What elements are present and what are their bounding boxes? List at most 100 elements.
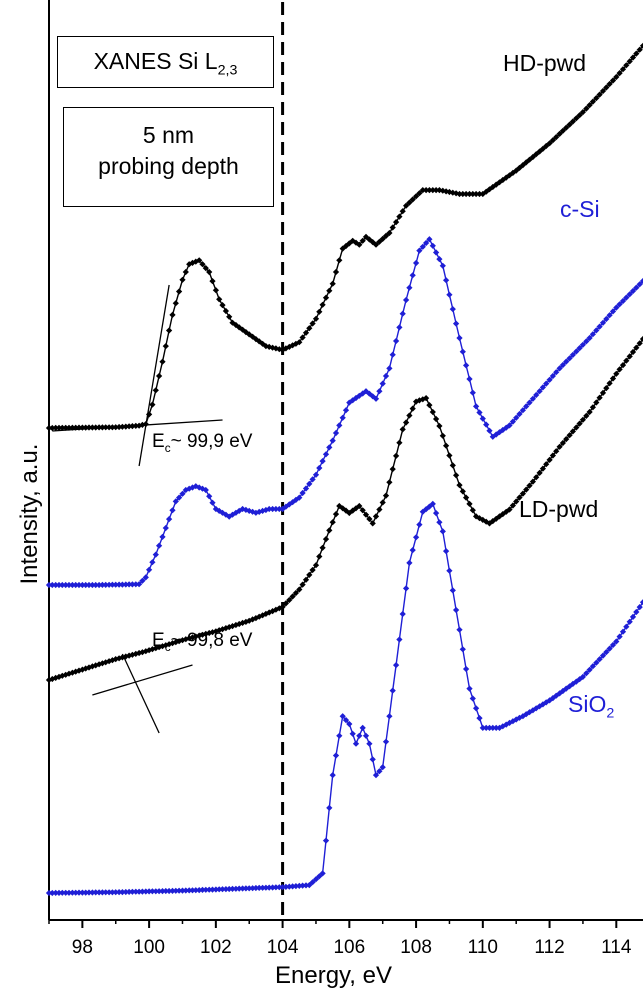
data-point [546, 376, 553, 383]
data-point [432, 186, 440, 194]
data-point [469, 695, 476, 702]
data-point [336, 732, 343, 739]
data-point [326, 804, 333, 812]
technique-subscript: 2,3 [217, 62, 238, 79]
data-point [376, 506, 383, 513]
data-point [276, 505, 283, 513]
data-point [626, 618, 633, 625]
data-point [115, 581, 123, 588]
data-point [312, 315, 320, 322]
data-point [206, 493, 213, 500]
data-point [316, 553, 323, 560]
data-point [219, 301, 226, 309]
data-point [402, 585, 410, 592]
data-point [209, 277, 216, 285]
data-point [239, 885, 246, 892]
data-point [466, 500, 473, 508]
data-point [439, 262, 446, 269]
data-point [599, 652, 607, 659]
data-point [329, 519, 336, 526]
data-point [312, 562, 320, 569]
data-point [299, 334, 306, 341]
data-point [629, 613, 637, 621]
data-point [523, 403, 530, 410]
data-point [623, 623, 630, 630]
data-point [439, 528, 446, 535]
data-point [599, 319, 607, 326]
data-point [446, 567, 453, 574]
data-point [436, 422, 443, 430]
data-point [452, 320, 460, 327]
data-point [429, 242, 436, 249]
data-point [342, 407, 350, 414]
data-point [566, 355, 573, 362]
data-point [159, 358, 166, 365]
data-point [422, 394, 430, 402]
data-point [409, 272, 416, 279]
data-point [322, 294, 330, 301]
data-point [469, 507, 476, 514]
data-point [392, 452, 400, 460]
edge-tangent-ld [121, 653, 160, 734]
data-point [416, 247, 423, 254]
data-point [513, 414, 520, 421]
data-point [339, 713, 346, 720]
data-point [462, 665, 470, 673]
data-point [402, 296, 410, 304]
data-point [172, 300, 179, 307]
data-point [386, 365, 393, 372]
data-point [596, 91, 603, 98]
data-point [296, 339, 303, 346]
data-point [459, 348, 466, 355]
data-point [389, 687, 396, 694]
data-point [449, 587, 456, 594]
data-point [429, 500, 436, 508]
data-point [606, 645, 613, 652]
data-point [366, 740, 373, 747]
data-point [436, 255, 443, 263]
x-tick-label: 114 [601, 937, 632, 958]
data-point [616, 633, 623, 640]
data-point [372, 395, 380, 402]
data-point [336, 422, 343, 429]
data-point [319, 457, 326, 465]
data-point [175, 887, 183, 894]
probing-depth-line2: probing depth [98, 153, 239, 179]
data-point [392, 337, 400, 345]
data-point [506, 506, 513, 513]
data-point [236, 885, 243, 892]
data-point [483, 724, 490, 732]
data-point [619, 628, 627, 635]
data-point [332, 510, 340, 518]
x-tick-label: 102 [200, 937, 232, 958]
data-point [462, 362, 470, 369]
data-point [309, 476, 316, 483]
data-point [162, 342, 169, 350]
data-point [416, 521, 423, 528]
data-point [165, 327, 173, 334]
data-point [399, 426, 406, 433]
data-point [412, 534, 420, 541]
data-point [412, 259, 420, 267]
data-point [309, 566, 316, 574]
data-point [159, 887, 166, 895]
data-point [159, 533, 166, 541]
data-point [309, 320, 316, 327]
data-point [409, 546, 416, 554]
data-point [472, 705, 480, 712]
data-point [135, 888, 143, 895]
probing-depth-line1: 5 nm [142, 122, 195, 148]
data-point [406, 412, 413, 419]
data-point [636, 281, 643, 288]
data-point [302, 576, 310, 583]
data-point [322, 451, 330, 458]
data-point [486, 724, 493, 732]
data-point [633, 608, 640, 616]
data-point [222, 885, 230, 893]
data-point [406, 284, 413, 291]
data-point [302, 329, 310, 336]
data-point [269, 505, 276, 513]
data-point [406, 559, 413, 567]
x-tick-label: 104 [267, 937, 299, 958]
sio2-label-subscript: 2 [606, 705, 615, 722]
